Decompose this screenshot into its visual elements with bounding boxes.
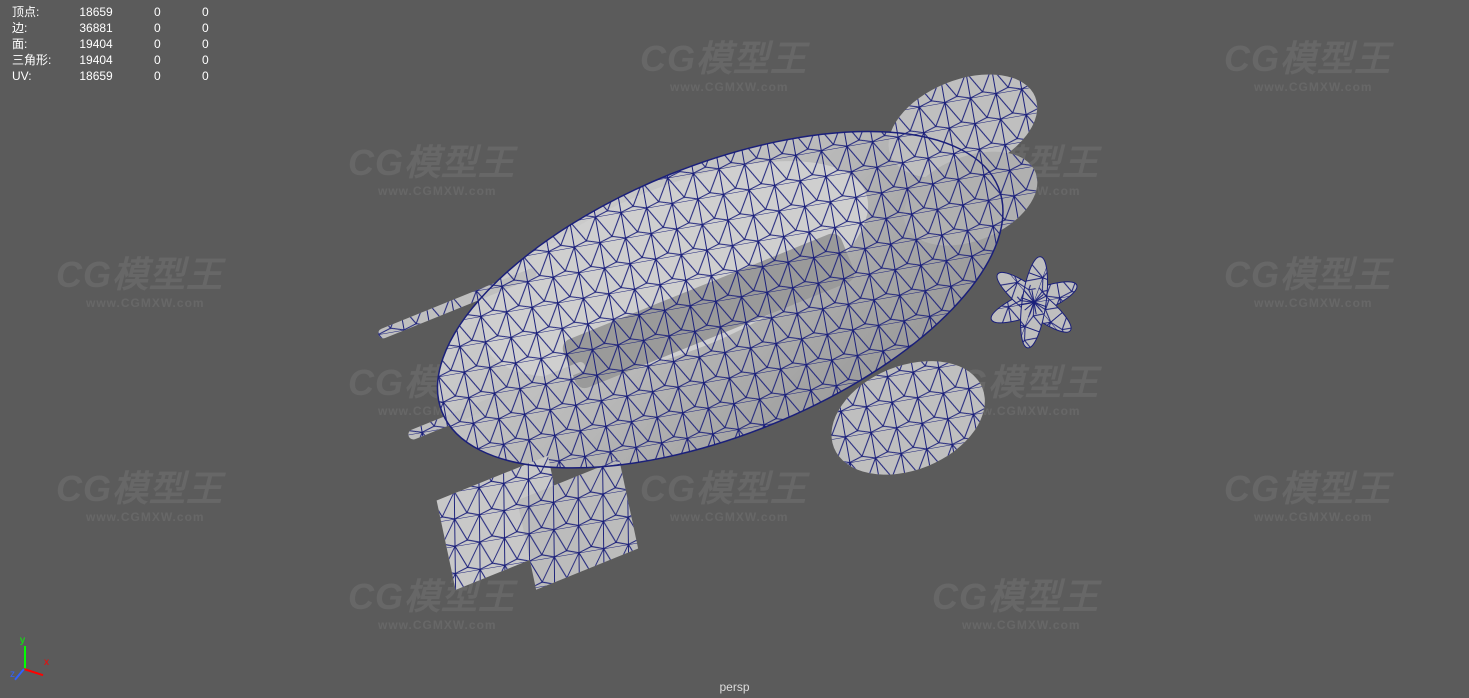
watermark-logo: CG模型王	[1224, 30, 1391, 82]
hud-row-value: 0	[179, 20, 227, 36]
hud-row-value: 36881	[79, 20, 130, 36]
watermark-url: www.CGMXW.com	[1254, 510, 1373, 524]
polycount-hud: 顶点:1865900边:3688100面:1940400三角形:1940400U…	[12, 4, 227, 84]
watermark-url: www.CGMXW.com	[378, 184, 497, 198]
hud-row-value: 0	[131, 68, 179, 84]
watermark-logo: CG模型王	[640, 246, 807, 298]
watermark-url: www.CGMXW.com	[1254, 296, 1373, 310]
camera-name-label: persp	[719, 680, 749, 694]
viewport-model	[300, 40, 1200, 600]
watermark-logo: CG模型王	[1224, 246, 1391, 298]
hud-row-label: 面:	[12, 36, 79, 52]
hud-row: 三角形:1940400	[12, 52, 227, 68]
watermark-logo: CG模型王	[932, 134, 1099, 186]
watermark-url: www.CGMXW.com	[378, 404, 497, 418]
hud-row: UV:1865900	[12, 68, 227, 84]
watermark-url: www.CGMXW.com	[86, 296, 205, 310]
axis-y-label: y	[20, 635, 25, 646]
hud-row: 顶点:1865900	[12, 4, 227, 20]
watermark-logo: CG模型王	[348, 568, 515, 620]
axis-z	[14, 668, 25, 680]
axis-x	[24, 668, 44, 676]
watermark-logo: CG模型王	[348, 134, 515, 186]
hud-row-value: 0	[179, 36, 227, 52]
hud-row-value: 18659	[79, 4, 130, 20]
watermark-url: www.CGMXW.com	[378, 618, 497, 632]
hud-row-label: UV:	[12, 68, 79, 84]
hud-row-label: 边:	[12, 20, 79, 36]
watermark-url: www.CGMXW.com	[962, 184, 1081, 198]
axis-x-label: x	[44, 657, 49, 668]
axis-z-label: z	[10, 669, 15, 680]
watermark-url: www.CGMXW.com	[962, 618, 1081, 632]
hud-row-value: 0	[131, 4, 179, 20]
watermark-logo: CG模型王	[640, 460, 807, 512]
axis-y	[24, 646, 26, 670]
watermark-logo: CG模型王	[56, 246, 223, 298]
hud-row-value: 0	[131, 20, 179, 36]
hud-row-label: 三角形:	[12, 52, 79, 68]
watermark-logo: CG模型王	[348, 354, 515, 406]
hud-row: 边:3688100	[12, 20, 227, 36]
watermark-url: www.CGMXW.com	[86, 510, 205, 524]
hud-row-value: 0	[131, 36, 179, 52]
watermark-logo: CG模型王	[56, 460, 223, 512]
watermark-layer: CG模型王www.CGMXW.comCG模型王www.CGMXW.comCG模型…	[0, 0, 1469, 698]
hud-row-value: 0	[131, 52, 179, 68]
watermark-logo: CG模型王	[932, 354, 1099, 406]
watermark-url: www.CGMXW.com	[670, 296, 789, 310]
hud-row-value: 0	[179, 52, 227, 68]
watermark-logo: CG模型王	[932, 568, 1099, 620]
hud-row-value: 0	[179, 4, 227, 20]
watermark-url: www.CGMXW.com	[670, 80, 789, 94]
hud-row-value: 18659	[79, 68, 130, 84]
hud-row-value: 19404	[79, 36, 130, 52]
hud-row-label: 顶点:	[12, 4, 79, 20]
watermark-logo: CG模型王	[1224, 460, 1391, 512]
watermark-url: www.CGMXW.com	[1254, 80, 1373, 94]
axis-gizmo[interactable]: y x z	[10, 640, 50, 680]
hud-row-value: 19404	[79, 52, 130, 68]
hud-row-value: 0	[179, 68, 227, 84]
watermark-url: www.CGMXW.com	[962, 404, 1081, 418]
watermark-logo: CG模型王	[640, 30, 807, 82]
hud-row: 面:1940400	[12, 36, 227, 52]
watermark-url: www.CGMXW.com	[670, 510, 789, 524]
